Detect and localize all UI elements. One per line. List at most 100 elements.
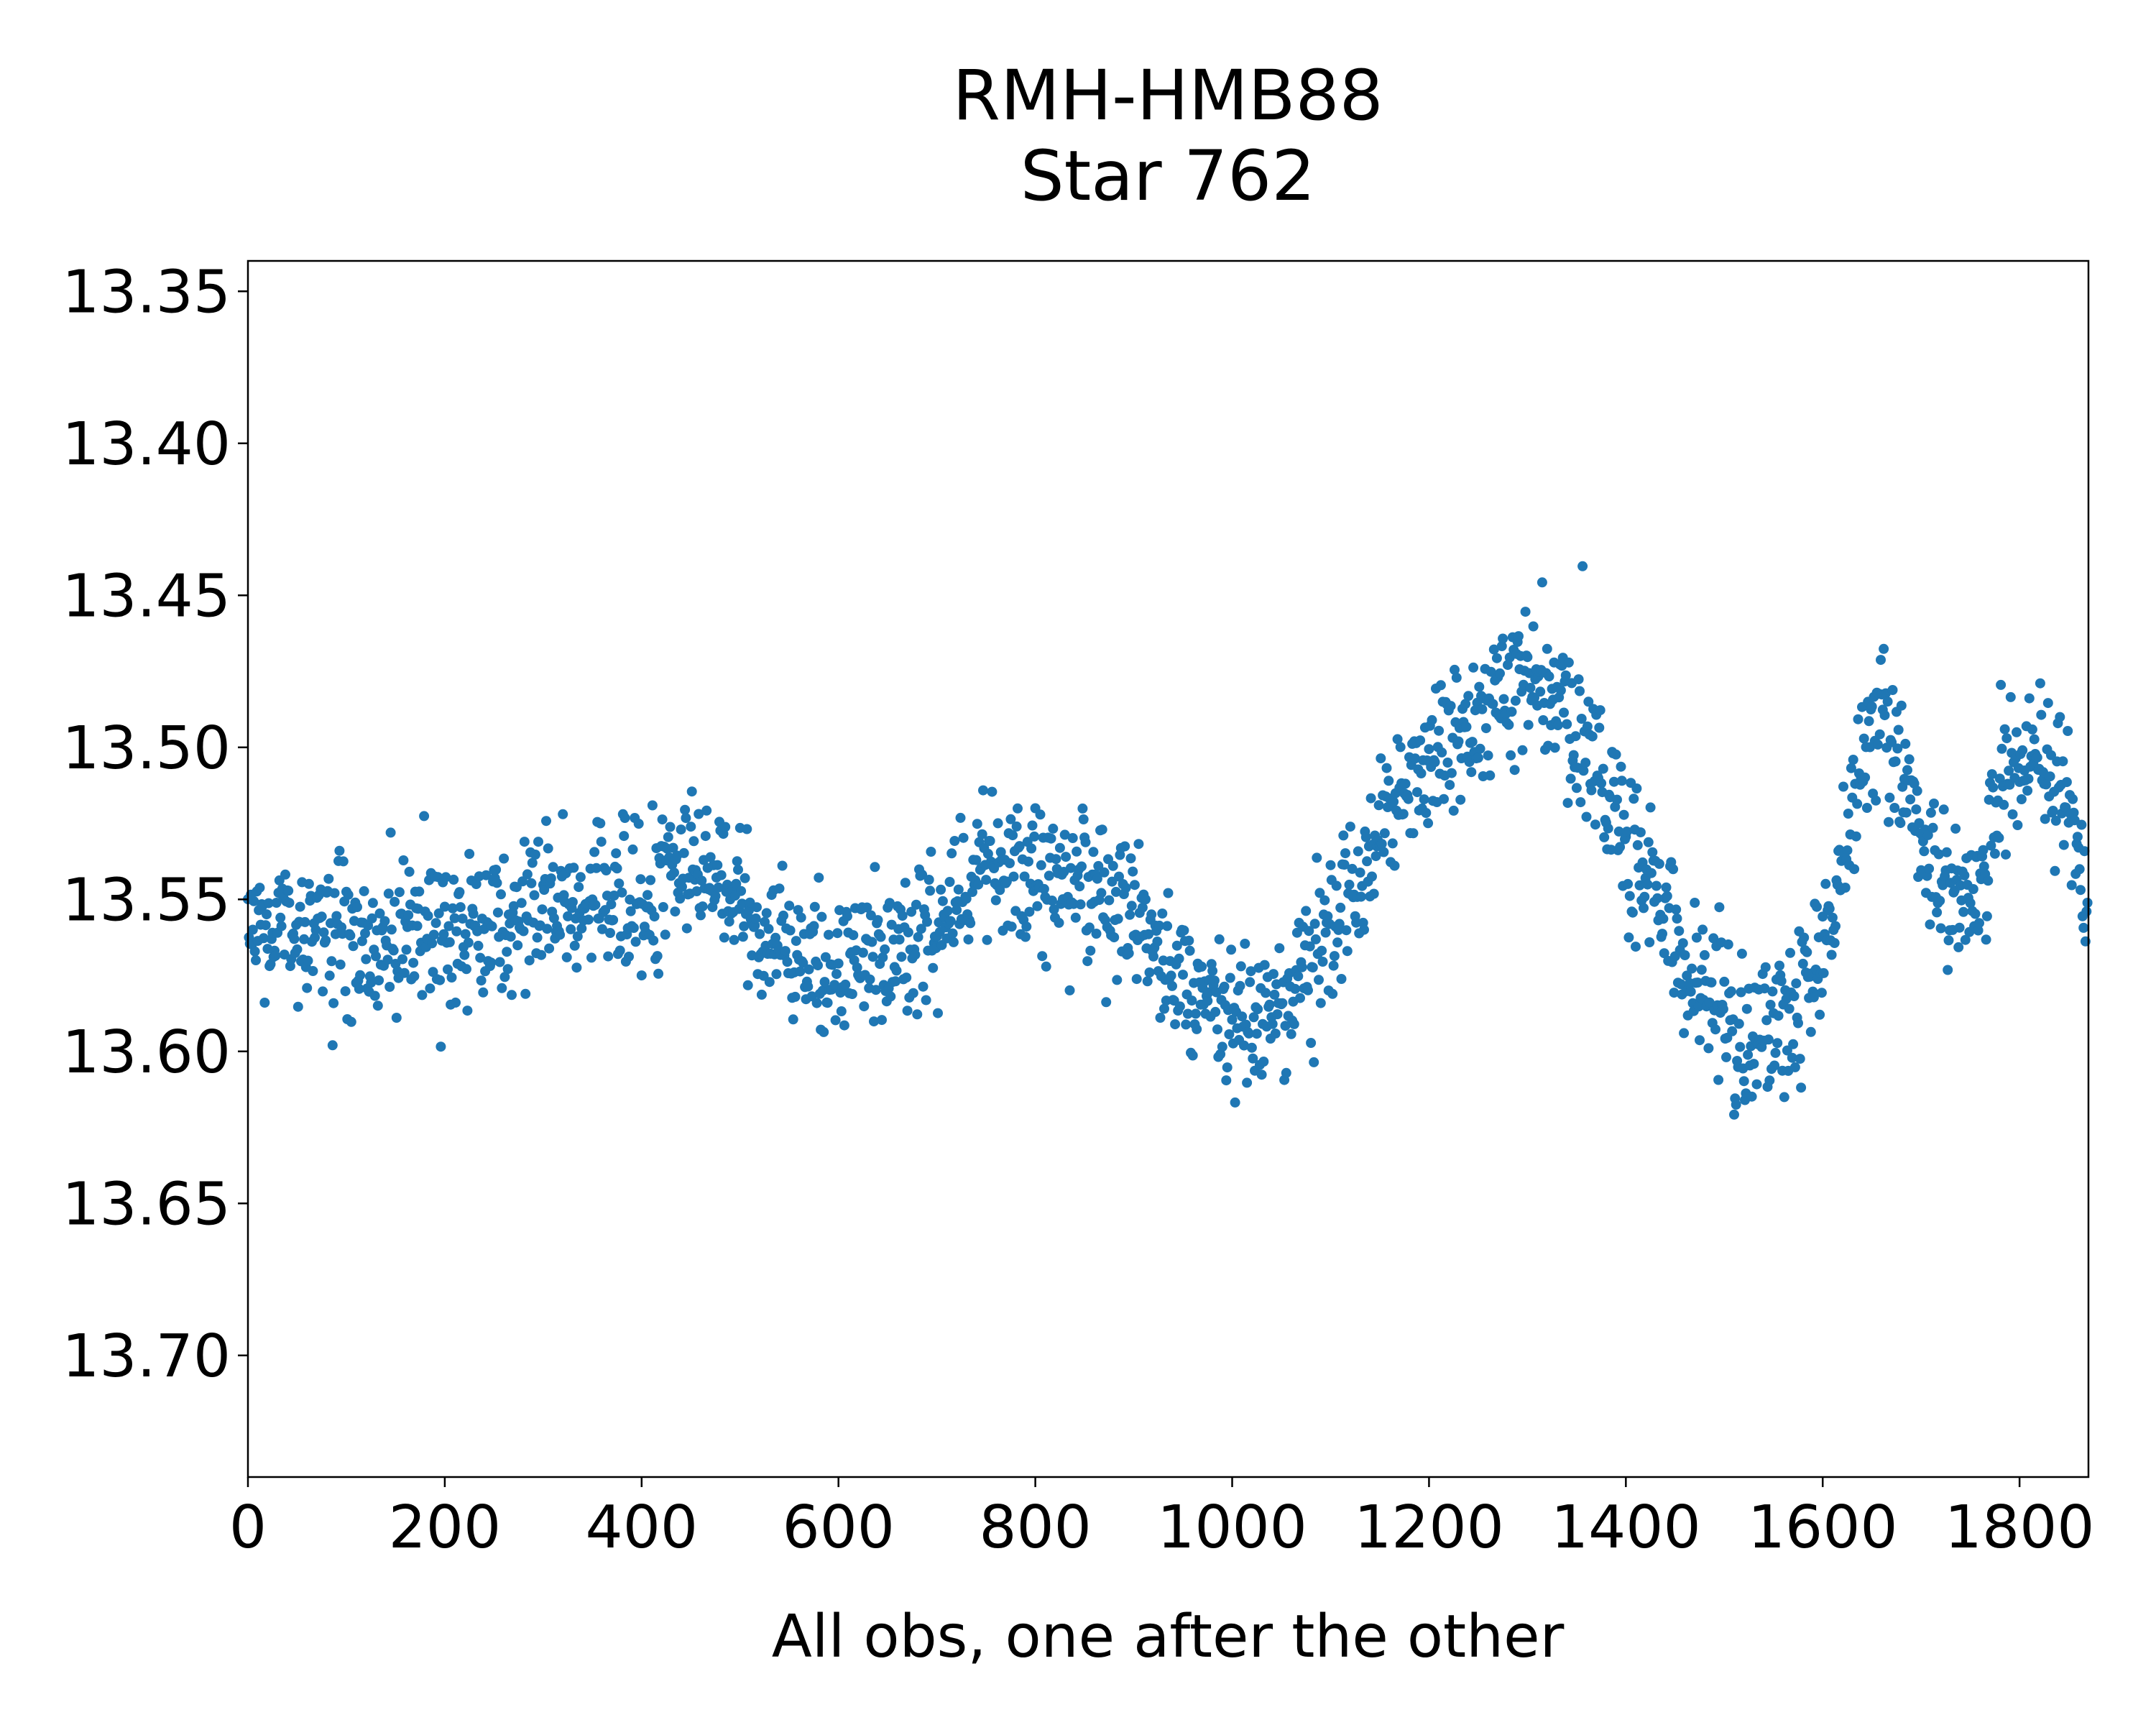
data-point [1570,731,1581,742]
data-point [910,949,921,960]
data-point [867,952,878,962]
data-point [647,800,658,811]
data-point [1974,918,1984,929]
data-point [945,916,956,926]
data-point [925,886,936,896]
data-point [1965,898,1976,908]
data-point [289,934,300,944]
data-point [398,855,409,865]
data-point [942,906,953,916]
data-point [1006,921,1017,932]
data-point [1892,743,1903,754]
data-point [819,977,830,988]
data-point [1450,664,1460,675]
y-tick-label: 13.65 [62,1170,231,1238]
data-point [1580,758,1591,768]
data-point [601,865,612,875]
data-point [790,991,801,1002]
data-point [1295,993,1305,1003]
x-tick-label: 400 [586,1494,699,1562]
data-point [1339,860,1350,870]
data-point [1999,724,2010,735]
data-point [633,819,644,829]
data-point [1077,803,1088,814]
data-point [1148,951,1158,962]
data-point [875,932,886,942]
data-point [1770,1047,1781,1058]
data-point [902,1006,913,1016]
data-point [948,937,959,947]
data-point [360,928,370,939]
data-point [676,824,686,835]
data-point [1336,974,1347,984]
data-point [502,964,513,975]
data-point [303,955,313,966]
data-point [1713,1075,1724,1085]
data-point [1270,1029,1281,1039]
data-point [1383,776,1394,786]
data-point [455,902,466,913]
data-point [2072,832,2083,842]
data-point [729,934,740,945]
data-point [1014,841,1025,852]
data-point [1445,780,1455,791]
data-point [1598,763,1608,774]
data-point [417,990,428,1000]
data-point [1719,976,1730,987]
data-point [1973,925,1984,936]
data-point [761,908,772,919]
data-point [1410,753,1421,764]
data-point [1392,734,1403,745]
data-point [870,862,880,873]
data-point [1935,896,1945,906]
data-point [1631,783,1642,794]
data-point [1251,1029,1262,1039]
data-point [1473,753,1483,763]
data-point [1851,831,1861,842]
data-point [756,989,767,1000]
data-point [763,924,774,934]
y-tick-label: 13.55 [62,866,231,934]
data-point [737,898,747,909]
data-point [1112,914,1123,924]
data-point [247,924,258,935]
data-point [1143,929,1154,939]
data-point [1398,809,1409,819]
data-point [327,1040,338,1051]
data-point [1114,871,1124,882]
data-point [399,967,410,978]
data-point [394,887,405,898]
data-point [1101,997,1112,1008]
data-point [885,991,896,1002]
data-point [2045,771,2055,782]
data-point [527,857,538,868]
data-point [1674,926,1685,937]
data-point [1808,992,1819,1003]
data-point [276,921,287,932]
data-point [1643,837,1654,847]
data-point [316,911,327,922]
data-point [1274,943,1285,954]
plot-frame [247,259,2090,1478]
data-point [1289,1018,1299,1029]
x-tick-label: 1000 [1157,1494,1307,1562]
data-point [443,921,454,932]
data-point [796,912,806,923]
data-point [1304,941,1315,952]
data-point [1669,988,1680,998]
data-point [1353,846,1363,857]
data-point [295,901,305,912]
data-point [1776,976,1787,986]
data-point [1704,997,1715,1008]
data-point [433,908,444,919]
data-point [1953,942,1964,952]
data-point [852,962,862,973]
data-point [1623,932,1634,943]
data-point [1248,1012,1259,1023]
data-point [1224,1029,1235,1039]
data-point [505,932,516,942]
data-point [2029,734,2040,745]
data-point [1830,921,1841,932]
data-point [1046,896,1057,906]
data-point [536,949,547,960]
